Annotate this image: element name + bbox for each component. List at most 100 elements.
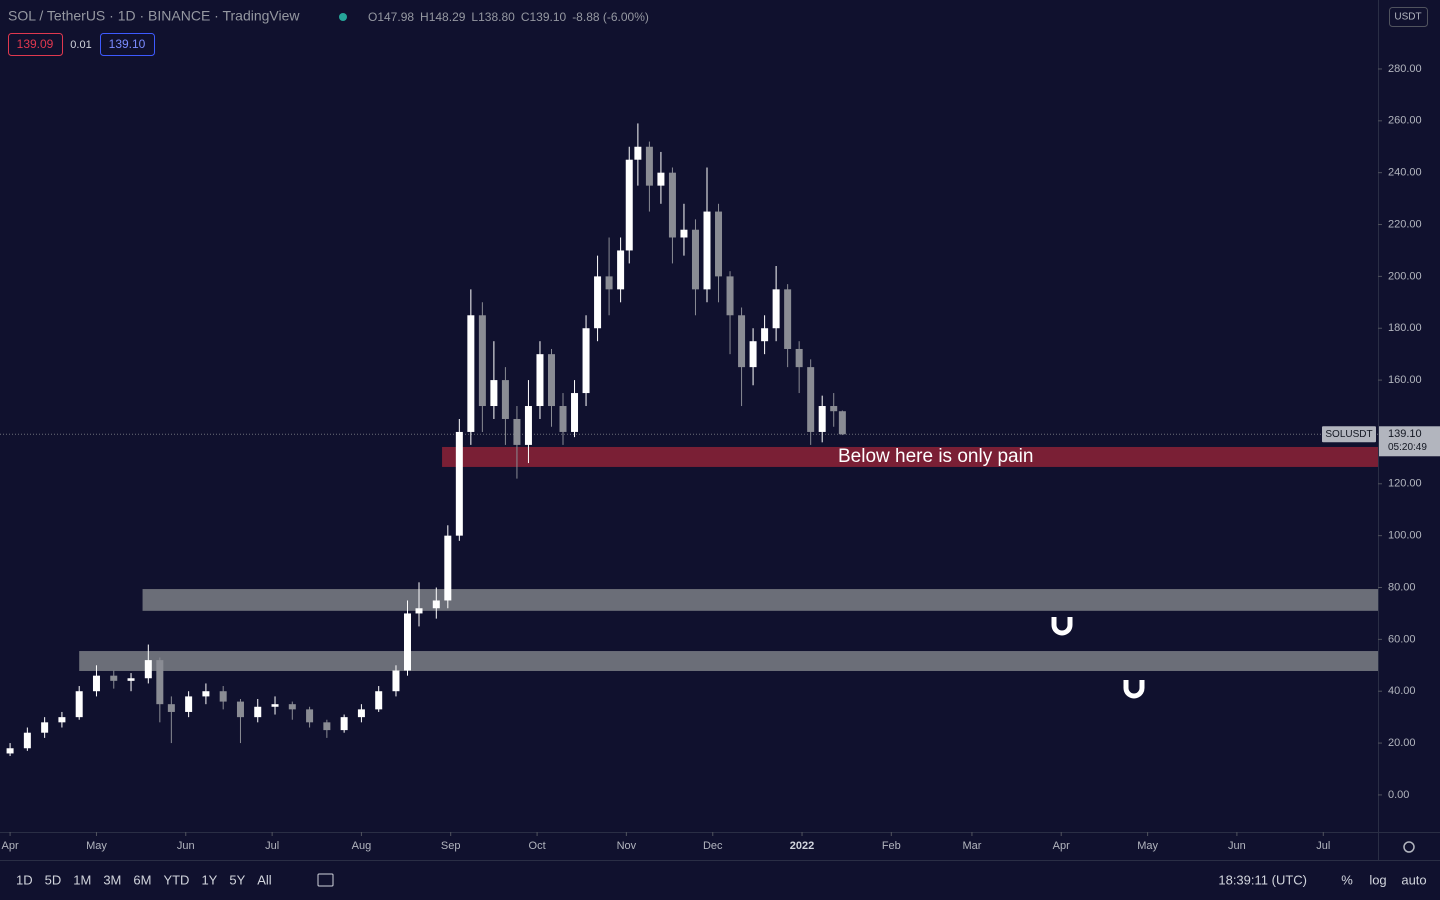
candle-body	[144, 660, 152, 679]
candle-body	[838, 411, 846, 435]
scale-option[interactable]: auto	[1401, 872, 1426, 887]
candle-body	[58, 717, 66, 723]
candle-body	[772, 289, 780, 329]
y-tick-label: 20.00	[1388, 737, 1416, 749]
x-tick-label: Jun	[177, 840, 195, 852]
range-button[interactable]: 5Y	[229, 872, 245, 887]
range-button[interactable]: 3M	[103, 872, 121, 887]
candle-body	[691, 229, 699, 290]
candle-body	[375, 691, 383, 710]
zone-label: Below here is only pain	[838, 446, 1033, 467]
candle-body	[92, 675, 100, 692]
compare-icon[interactable]	[317, 873, 334, 887]
y-tick-label: 80.00	[1388, 581, 1416, 593]
x-tick-label: May	[86, 840, 107, 852]
x-tick-label: Aug	[352, 840, 372, 852]
candle-body	[340, 717, 348, 731]
candle-body	[357, 709, 365, 718]
sell-price[interactable]: 139.09	[17, 37, 54, 51]
currency[interactable]: USDT	[1394, 12, 1421, 23]
zone	[79, 651, 1378, 671]
range-button[interactable]: 6M	[133, 872, 151, 887]
zone	[442, 446, 1378, 467]
candle-body	[830, 406, 838, 412]
candle-body	[288, 704, 296, 710]
candle-body	[634, 146, 642, 160]
x-tick-label: Jul	[1316, 840, 1330, 852]
candle-body	[415, 608, 423, 614]
ohlc-value: L138.80	[471, 10, 515, 24]
candle-body	[455, 431, 463, 536]
y-tick-label: 260.00	[1388, 115, 1422, 127]
candle-body	[478, 315, 486, 407]
magnet-icon	[1051, 617, 1073, 636]
x-tick-label: Mar	[962, 840, 981, 852]
x-tick-label: Apr	[1053, 840, 1070, 852]
y-tick-label: 160.00	[1388, 374, 1422, 386]
candle-body	[680, 229, 688, 238]
x-tick-label: Sep	[441, 840, 461, 852]
settings-icon[interactable]	[1403, 841, 1415, 853]
x-tick-label: Apr	[2, 840, 19, 852]
sell-box[interactable]	[8, 33, 63, 56]
candle-body	[784, 289, 792, 349]
candle-body	[467, 315, 475, 432]
buy-box[interactable]	[100, 33, 155, 56]
x-tick-label: Dec	[703, 840, 723, 852]
candle-body	[219, 691, 227, 702]
ohlc-value: -8.88 (-6.00%)	[572, 10, 649, 24]
toolbar: 1D 5D 1M 3M 6M YTD 1Y 5Y All 18:39:11 (UTC)% log au…	[16, 872, 1427, 887]
candle-body	[306, 709, 314, 723]
candle-body	[571, 393, 579, 432]
price-tag	[1379, 426, 1440, 457]
x-tick-label: 2022	[790, 840, 814, 852]
x-tick-label: Jun	[1228, 840, 1246, 852]
candle-body	[185, 696, 193, 712]
range-button[interactable]: YTD	[163, 872, 189, 887]
candle-body	[657, 172, 665, 186]
y-tick-label: 40.00	[1388, 685, 1416, 697]
y-tick-label: 180.00	[1388, 322, 1422, 334]
ohlc-value: C139.10	[521, 10, 567, 24]
buy-price[interactable]: 139.10	[109, 37, 146, 51]
scale-option[interactable]: log	[1369, 872, 1386, 887]
range-button[interactable]: 5D	[45, 872, 62, 887]
range-button[interactable]: 1Y	[201, 872, 217, 887]
range-button[interactable]: 1D	[16, 872, 33, 887]
candle-body	[271, 704, 279, 707]
candle-body	[75, 691, 83, 718]
symbol-title: SOL / TetherUS · 1D · BINANCE · TradingV…	[8, 8, 300, 24]
currency-box[interactable]	[1389, 7, 1428, 27]
candle-body	[6, 748, 14, 754]
y-tick-label: 0.00	[1388, 789, 1409, 801]
settings-icon[interactable]	[1403, 841, 1415, 853]
x-tick-label: Feb	[882, 840, 901, 852]
candle-body	[547, 354, 555, 407]
ohlc-value: O147.98	[368, 10, 414, 24]
scale-option[interactable]: %	[1341, 872, 1353, 887]
x-tick-label: Jul	[265, 840, 279, 852]
candle-body	[605, 276, 613, 290]
compare-icon[interactable]	[317, 873, 334, 887]
candle-body	[761, 328, 769, 342]
candle-body	[202, 691, 210, 697]
x-tick-label: May	[1137, 840, 1158, 852]
candle-body	[749, 341, 757, 368]
zone	[142, 589, 1378, 611]
candle-body	[524, 406, 532, 445]
candle-body	[715, 211, 723, 277]
candle-body	[444, 535, 452, 601]
range-button[interactable]: All	[257, 872, 272, 887]
candle-body	[41, 722, 49, 733]
y-tick-label: 120.00	[1388, 478, 1422, 490]
candle-body	[403, 613, 411, 671]
ohlc-value: H148.29	[420, 10, 466, 24]
candle-body	[668, 172, 676, 238]
range-button[interactable]: 1M	[73, 872, 91, 887]
candle-body	[703, 211, 711, 290]
ohlc-legend: O147.98 H148.29 L138.80 C139.10 -8.88 (-6.00…	[368, 10, 649, 24]
candle-body	[726, 276, 734, 316]
candle-body	[513, 418, 521, 445]
price-tag-countdown: 05:20:49	[1388, 442, 1427, 453]
